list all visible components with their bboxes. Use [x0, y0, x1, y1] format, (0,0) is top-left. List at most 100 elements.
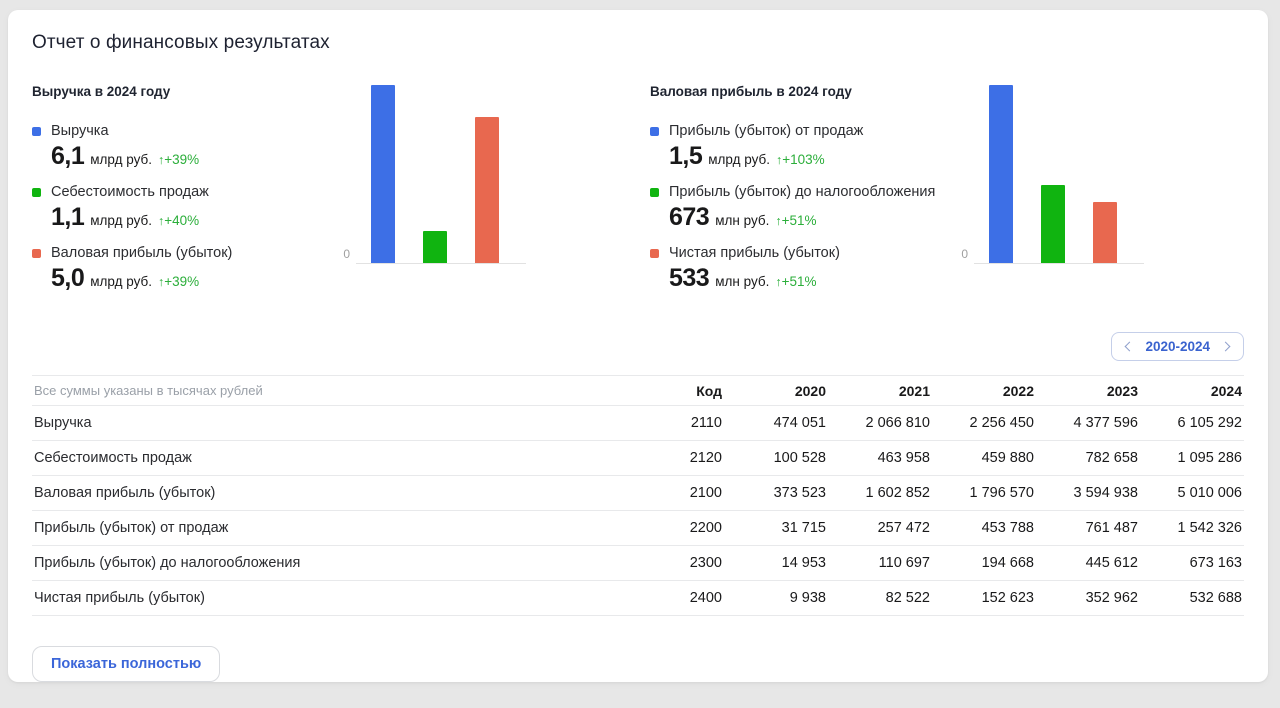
pager-row: 2020-2024	[32, 332, 1244, 361]
row-code: 2400	[689, 590, 722, 606]
cell-2022: 152 623	[981, 590, 1034, 606]
legend-unit: млрд руб.	[708, 152, 770, 167]
profit-legend: Валовая прибыль в 2024 году Прибыль (убы…	[650, 84, 974, 306]
legend-value: 533	[669, 264, 710, 292]
legend-item-sales-profit: Прибыль (убыток) от продаж 1,5 млрд руб.…	[650, 123, 974, 171]
legend-label: Выручка	[51, 123, 109, 139]
cell-2022: 1 796 570	[969, 485, 1034, 501]
cell-2021: 257 472	[877, 520, 930, 536]
bar-cost	[423, 231, 447, 263]
legend-swatch-blue	[32, 126, 41, 136]
legend-swatch-red	[650, 248, 659, 258]
legend-item-pretax-profit: Прибыль (убыток) до налогообложения 673 …	[650, 184, 974, 232]
cell-2022: 2 256 450	[969, 415, 1034, 431]
y-axis-zero-label: 0	[343, 247, 350, 261]
legend-value: 5,0	[51, 264, 85, 292]
delta-badge: ↑+51%	[775, 274, 817, 289]
table-note: Все суммы указаны в тысячах рублей	[34, 383, 263, 398]
table-row-pretax-profit: Прибыль (убыток) до налогообложения 2300…	[32, 546, 1244, 581]
cell-2024: 6 105 292	[1177, 415, 1242, 431]
page-title: Отчет о финансовых результатах	[32, 32, 330, 53]
legend-label: Прибыль (убыток) до налогообложения	[669, 184, 936, 200]
report-card: Отчет о финансовых результатах Выручка в…	[8, 10, 1268, 682]
row-label: Чистая прибыль (убыток)	[34, 590, 205, 606]
delta-badge: ↑+103%	[776, 152, 825, 167]
legend-unit: млрд руб.	[90, 213, 152, 228]
show-full-button[interactable]: Показать полностью	[32, 646, 221, 682]
arrow-up-icon: ↑	[775, 214, 782, 228]
column-header-2020: 2020	[794, 382, 826, 399]
delta-badge: ↑+51%	[775, 213, 817, 228]
table-row-gross-profit: Валовая прибыль (убыток) 2100 373 523 1 …	[32, 476, 1244, 511]
legend-unit: млрд руб.	[90, 274, 152, 289]
row-code: 2100	[689, 485, 722, 501]
cell-2023: 445 612	[1085, 555, 1138, 571]
table-header-row: Все суммы указаны в тысячах рублей Код 2…	[32, 375, 1244, 406]
column-header-2022: 2022	[1002, 382, 1034, 399]
revenue-bar-chart: 0	[343, 84, 526, 264]
table-row-cost: Себестоимость продаж 2120 100 528 463 95…	[32, 441, 1244, 476]
chevron-left-icon[interactable]	[1124, 341, 1135, 352]
delta-badge: ↑+40%	[158, 213, 200, 228]
cell-2022: 194 668	[981, 555, 1034, 571]
legend-label: Прибыль (убыток) от продаж	[669, 123, 864, 139]
row-code: 2110	[690, 415, 722, 431]
cell-2020: 31 715	[781, 520, 826, 536]
legend-value: 1,1	[51, 203, 85, 231]
arrow-up-icon: ↑	[775, 275, 782, 289]
row-label: Себестоимость продаж	[34, 450, 192, 466]
cell-2023: 782 658	[1085, 450, 1138, 466]
legend-unit: млрд руб.	[90, 152, 152, 167]
column-header-2023: 2023	[1106, 382, 1138, 399]
legend-label: Валовая прибыль (убыток)	[51, 245, 233, 261]
row-code: 2300	[689, 555, 722, 571]
cell-2023: 352 962	[1085, 590, 1138, 606]
legend-unit: млн руб.	[715, 213, 770, 228]
table-row-revenue: Выручка 2110 474 051 2 066 810 2 256 450…	[32, 406, 1244, 441]
legend-swatch-red	[32, 248, 41, 258]
year-range-pager[interactable]: 2020-2024	[1111, 332, 1244, 361]
legend-label: Чистая прибыль (убыток)	[669, 245, 840, 261]
arrow-up-icon: ↑	[158, 275, 165, 289]
row-label: Выручка	[34, 415, 92, 431]
column-header-2024: 2024	[1210, 382, 1242, 399]
table-row-net-profit: Чистая прибыль (убыток) 2400 9 938 82 52…	[32, 581, 1244, 616]
cell-2024: 1 542 326	[1177, 520, 1242, 536]
y-axis-zero-label: 0	[961, 247, 968, 261]
table-row-sales-profit: Прибыль (убыток) от продаж 2200 31 715 2…	[32, 511, 1244, 546]
arrow-up-icon: ↑	[158, 153, 165, 167]
cell-2020: 100 528	[773, 450, 826, 466]
row-label: Валовая прибыль (убыток)	[34, 485, 216, 501]
legend-item-cost: Себестоимость продаж 1,1 млрд руб. ↑+40%	[32, 184, 356, 232]
revenue-chart-title: Выручка в 2024 году	[32, 84, 171, 99]
chevron-right-icon[interactable]	[1220, 341, 1231, 352]
legend-item-net-profit: Чистая прибыль (убыток) 533 млн руб. ↑+5…	[650, 245, 974, 293]
cell-2020: 373 523	[773, 485, 826, 501]
cell-2020: 474 051	[773, 415, 826, 431]
legend-unit: млн руб.	[715, 274, 770, 289]
column-header-2021: 2021	[898, 382, 930, 399]
row-label: Прибыль (убыток) до налогообложения	[34, 555, 301, 571]
row-code: 2120	[689, 450, 722, 466]
cell-2021: 110 697	[878, 555, 930, 571]
cell-2021: 2 066 810	[865, 415, 930, 431]
bar-sales-profit	[989, 85, 1013, 263]
legend-item-gross-profit: Валовая прибыль (убыток) 5,0 млрд руб. ↑…	[32, 245, 356, 293]
profit-chart-block: Валовая прибыль в 2024 году Прибыль (убы…	[650, 84, 1244, 306]
cell-2024: 532 688	[1189, 590, 1242, 606]
financial-table: Все суммы указаны в тысячах рублей Код 2…	[32, 375, 1244, 616]
column-header-code: Код	[696, 382, 722, 399]
cell-2022: 459 880	[981, 450, 1034, 466]
arrow-up-icon: ↑	[776, 153, 783, 167]
legend-label: Себестоимость продаж	[51, 184, 209, 200]
legend-value: 1,5	[669, 142, 703, 170]
cell-2023: 3 594 938	[1073, 485, 1138, 501]
cell-2024: 1 095 286	[1177, 450, 1242, 466]
cell-2022: 453 788	[981, 520, 1034, 536]
row-label: Прибыль (убыток) от продаж	[34, 520, 229, 536]
bar-net-profit	[1093, 202, 1117, 263]
delta-badge: ↑+39%	[158, 274, 200, 289]
legend-swatch-green	[32, 187, 41, 197]
legend-item-revenue: Выручка 6,1 млрд руб. ↑+39%	[32, 123, 356, 171]
revenue-chart-block: Выручка в 2024 году Выручка 6,1 млрд руб…	[32, 84, 626, 306]
